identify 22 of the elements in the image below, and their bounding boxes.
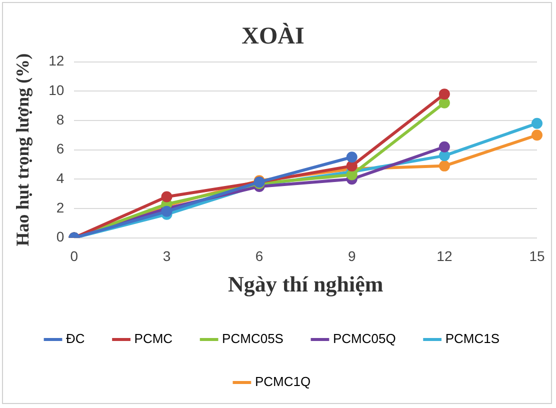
y-tick-label: 12	[48, 52, 64, 69]
chart-title: XOÀI	[242, 22, 304, 50]
legend-label: PCMC05S	[222, 331, 284, 346]
y-tick-label: 6	[56, 140, 64, 157]
y-axis-title: Hao hụt trọng lượng (%)	[12, 53, 32, 246]
x-axis-title: Ngày thí nghiệm	[228, 271, 384, 296]
y-tick-label: 2	[56, 199, 64, 216]
x-tick-label: 9	[348, 248, 356, 264]
x-tick-label: 15	[529, 248, 545, 264]
y-tick-label: 8	[56, 111, 64, 128]
y-tick-label: 0	[56, 228, 64, 245]
x-tick-label: 12	[436, 248, 452, 264]
y-tick-label: 4	[56, 170, 64, 186]
legend-label: PCMC05Q	[332, 331, 396, 346]
legend-label: PCMC1Q	[254, 374, 311, 390]
legend-label: PCMC	[134, 331, 173, 346]
legend-label: ĐC	[66, 331, 85, 346]
x-tick-label: 6	[255, 248, 264, 264]
x-tick-label: 3	[162, 248, 171, 264]
legend-label: PCMC1S	[445, 331, 500, 346]
x-tick-label: 0	[70, 248, 78, 264]
y-tick-label: 10	[48, 82, 64, 98]
